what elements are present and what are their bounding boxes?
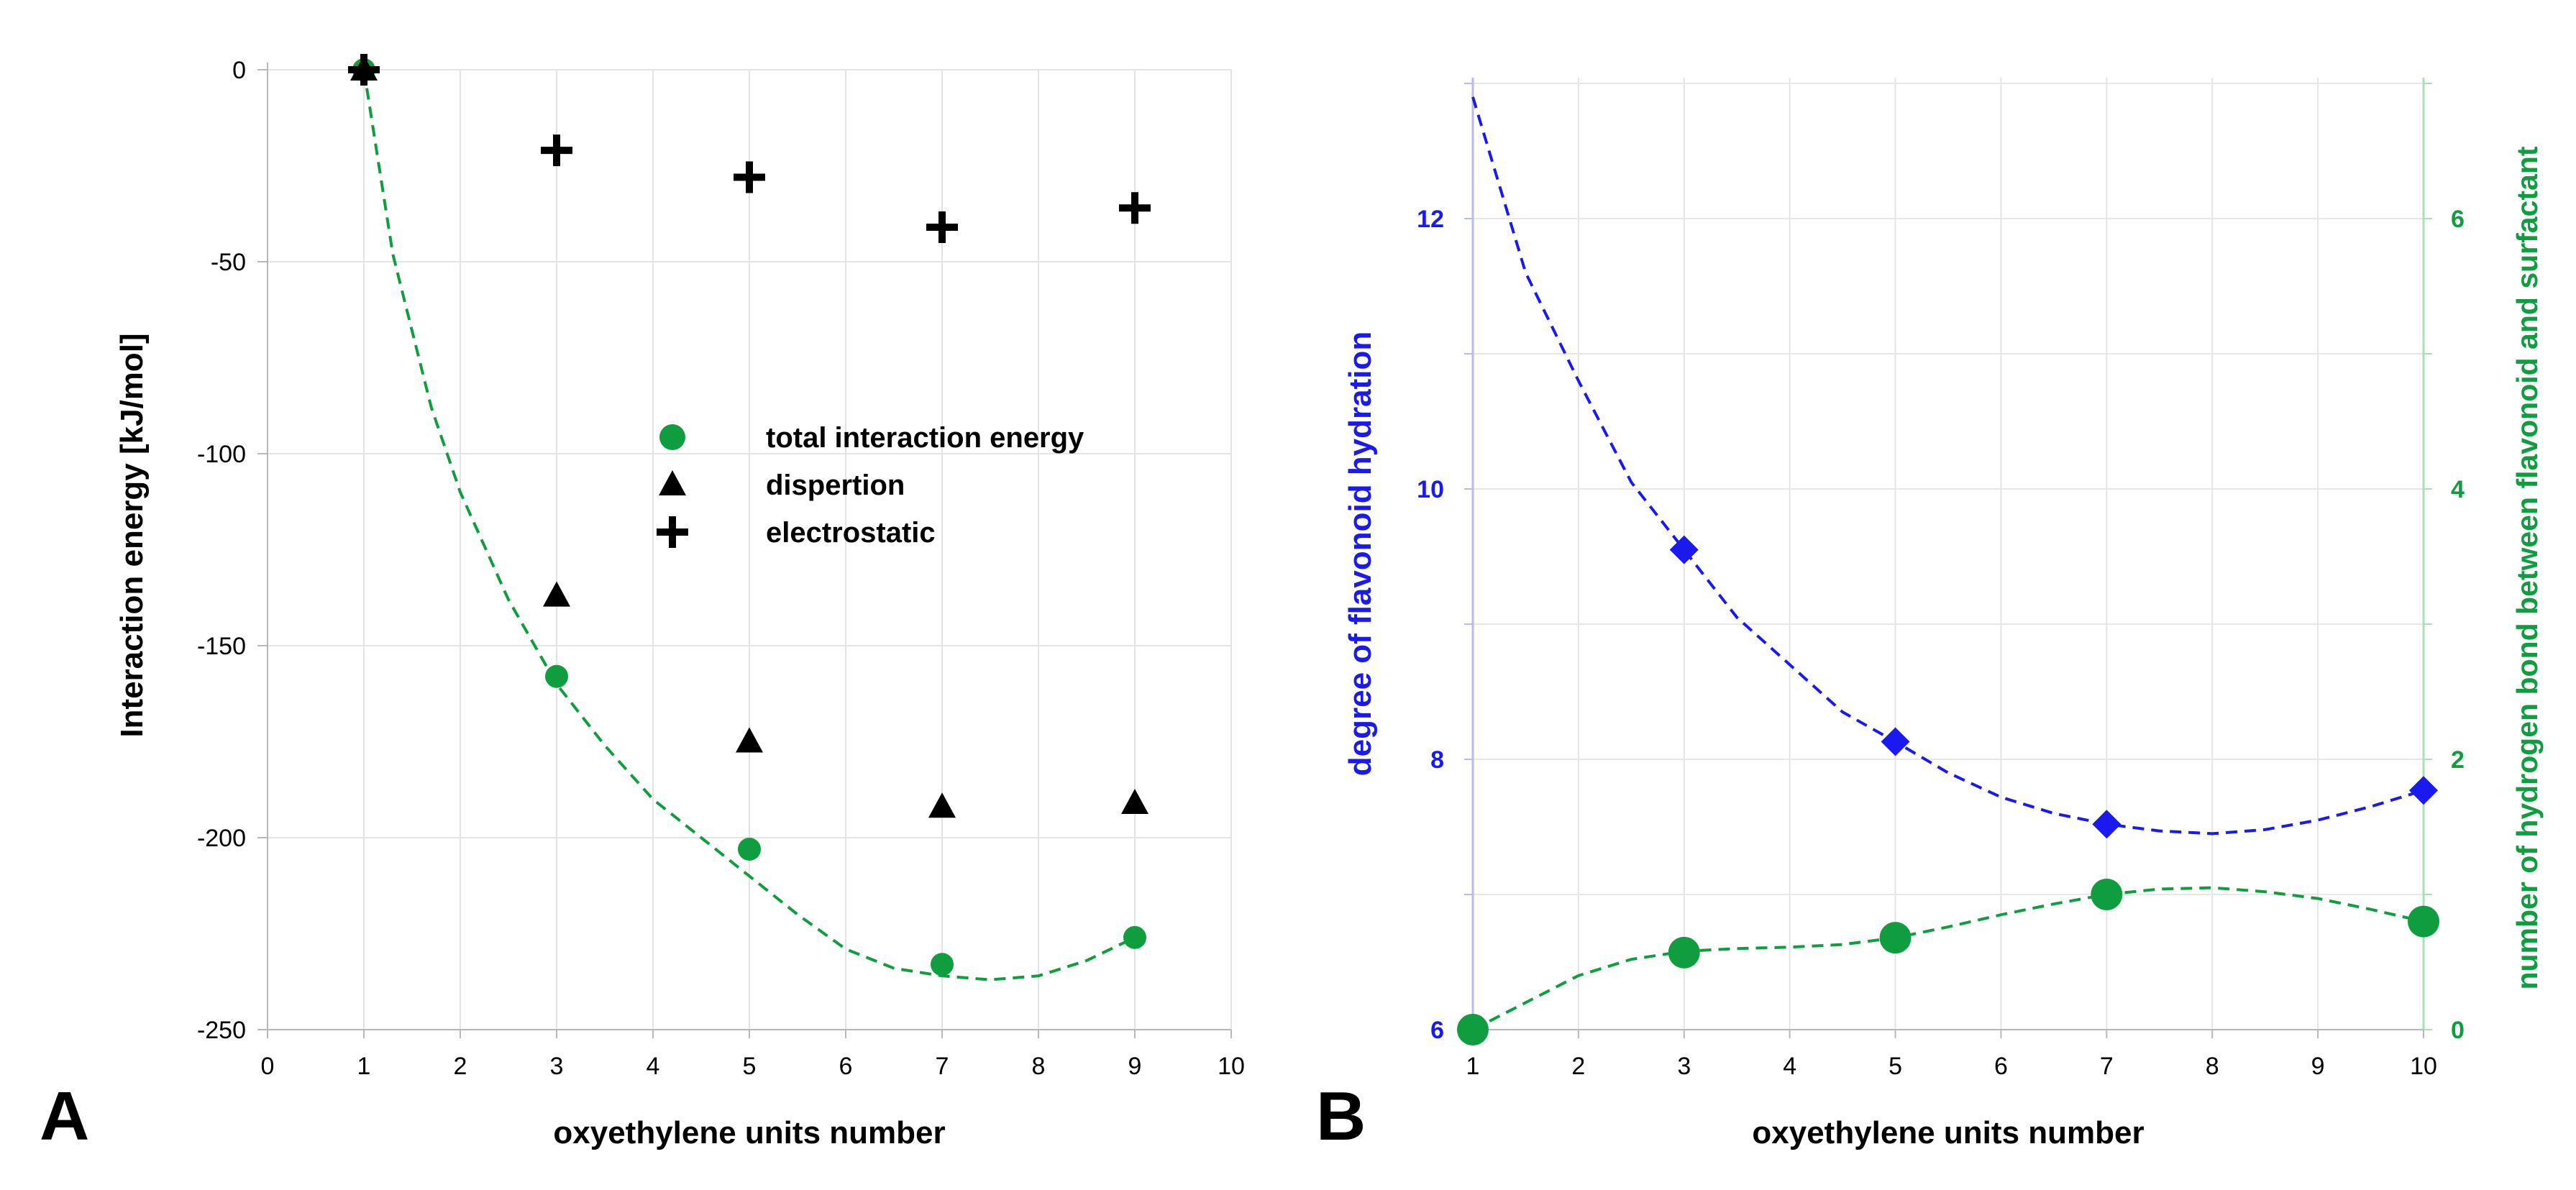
data-point-electrostatic — [348, 54, 380, 86]
panel-b-x-tick-label: 6 — [1994, 1053, 2008, 1080]
data-point-hydrogen-bond-count — [2408, 905, 2439, 938]
panel-b-gridlines — [1472, 78, 2424, 1030]
panel-b-x-tick-label: 4 — [1783, 1053, 1796, 1080]
panel-b-x-tick-label: 9 — [2311, 1053, 2325, 1080]
data-point-total-interaction-energy — [738, 838, 761, 861]
data-point-dispertion — [543, 581, 570, 607]
panel-a-x-tick-label: 0 — [261, 1053, 275, 1080]
panel-a-x-tick-label: 2 — [454, 1053, 467, 1080]
panel-a-y-tick-label: -250 — [197, 1017, 246, 1044]
data-point-hydrogen-bond-count — [1457, 1014, 1489, 1045]
panel-b-x-tick-label: 7 — [2100, 1053, 2114, 1080]
panel-b-x-tick-label: 2 — [1571, 1053, 1585, 1080]
panel-b-markers — [1457, 535, 2439, 1045]
panel-a-letter: A — [40, 1078, 89, 1155]
panel-b-left-y-tick-label: 12 — [1417, 206, 1444, 233]
data-point-hydrogen-bond-count — [1668, 936, 1700, 969]
panel-a-x-tick-label: 4 — [647, 1053, 660, 1080]
data-point-flavonoid-hydration — [2092, 810, 2121, 839]
panel-b-x-tick-label: 1 — [1466, 1053, 1480, 1080]
panel-a-x-tick-label: 5 — [743, 1053, 757, 1080]
data-point-flavonoid-hydration — [2409, 776, 2438, 805]
panel-b-right-y-tick-label: 4 — [2451, 476, 2465, 503]
legend-label: dispertion — [766, 470, 905, 501]
panel-a-x-tick-label: 10 — [1218, 1053, 1245, 1080]
legend-symbol-total-interaction-energy — [659, 424, 685, 450]
panel-a-gridlines — [267, 69, 1232, 1030]
panel-a-y-tick-label: -50 — [211, 249, 246, 276]
legend-label: total interaction energy — [766, 422, 1084, 454]
panel-b-x-tick-label: 8 — [2206, 1053, 2219, 1080]
panel-a-x-tick-label: 6 — [839, 1053, 853, 1080]
panel-a-y-axis-title: Interaction energy [kJ/mol] — [114, 333, 150, 737]
data-point-dispertion — [736, 727, 763, 753]
panel-a-x-tick-label: 8 — [1032, 1053, 1046, 1080]
panel-b-right-y-axis-title: number of hydrogen bond between flavonoi… — [2511, 146, 2544, 989]
data-point-flavonoid-hydration — [1669, 535, 1699, 564]
panel-b-right-y-tick-label: 0 — [2451, 1017, 2465, 1044]
panel-b-x-axis-title: oxyethylene units number — [1752, 1115, 2144, 1150]
panel-a-x-tick-label: 7 — [936, 1053, 949, 1080]
panel-b-left-y-tick-label: 10 — [1417, 476, 1444, 503]
panel-b-x-tick-label: 3 — [1677, 1053, 1691, 1080]
data-point-total-interaction-energy — [545, 664, 568, 688]
panel-a-y-tick-label: -150 — [197, 633, 246, 660]
data-point-dispertion — [1121, 788, 1148, 814]
panel-a-y-tick-label: -100 — [197, 441, 246, 468]
data-point-flavonoid-hydration — [1881, 727, 1910, 756]
panel-a: 0 1 2 3 4 5 6 7 8 9 10 0 -50 -100 -150 -200 -250 total i… — [40, 54, 1245, 1155]
panel-a-legend: total interaction energy dispertion electr… — [657, 422, 1084, 549]
panel-a-markers — [348, 54, 1151, 976]
legend-label: electrostatic — [766, 517, 936, 549]
panel-a-y-tick-label: -200 — [197, 825, 246, 852]
data-point-electrostatic — [926, 211, 958, 243]
panel-b-right-y-tick-label: 6 — [2451, 206, 2465, 233]
panel-a-total-energy-trendline — [362, 69, 1136, 981]
panel-b-left-y-axis-title: degree of flavonoid hydration — [1343, 331, 1378, 777]
panel-b-letter: B — [1316, 1078, 1366, 1155]
data-point-electrostatic — [1119, 192, 1151, 224]
panel-b-left-y-tick-label: 8 — [1430, 746, 1444, 774]
legend-symbol-electrostatic — [657, 516, 688, 548]
data-point-electrostatic — [734, 161, 765, 193]
panel-a-x-tick-label: 1 — [357, 1053, 371, 1080]
panel-a-x-tick-label: 9 — [1128, 1053, 1142, 1080]
panel-a-trendline — [362, 69, 1136, 981]
data-point-total-interaction-energy — [931, 953, 954, 976]
data-point-hydrogen-bond-count — [1879, 922, 1912, 954]
data-point-dispertion — [928, 792, 956, 818]
panel-a-y-tick-label: 0 — [232, 57, 246, 84]
data-point-total-interaction-energy — [1123, 925, 1146, 949]
panel-b-x-tick-label: 10 — [2410, 1053, 2437, 1080]
data-point-electrostatic — [541, 134, 572, 167]
panel-a-x-tick-label: 3 — [550, 1053, 564, 1080]
panel-a-ticks: 0 1 2 3 4 5 6 7 8 9 10 0 -50 -100 -150 -200 -250 — [197, 57, 1245, 1080]
panel-b-trendlines — [1471, 96, 2424, 1031]
panel-b-hydrogen-bond-trendline — [1472, 886, 2424, 1031]
panel-b-axes — [1471, 78, 2425, 1030]
panel-b-left-y-tick-label: 6 — [1430, 1017, 1444, 1044]
legend-symbol-dispertion — [659, 470, 686, 495]
panel-b-x-tick-label: 5 — [1888, 1053, 1902, 1080]
data-point-hydrogen-bond-count — [2091, 879, 2123, 910]
panel-a-x-axis-title: oxyethylene units number — [553, 1115, 945, 1150]
panel-b-right-y-tick-label: 2 — [2451, 746, 2465, 774]
panel-b-hydration-trendline — [1471, 96, 2424, 836]
